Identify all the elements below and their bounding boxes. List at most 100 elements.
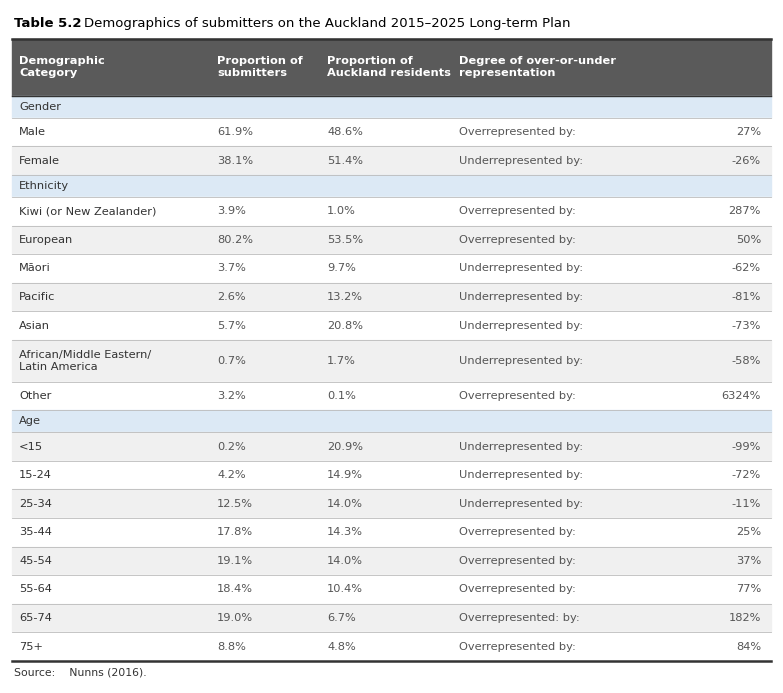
- Text: -26%: -26%: [732, 156, 761, 166]
- Text: 1.0%: 1.0%: [327, 207, 356, 216]
- Bar: [12, 382, 771, 410]
- Text: Proportion of
submitters: Proportion of submitters: [217, 56, 303, 78]
- Text: European: European: [19, 235, 74, 245]
- Text: -58%: -58%: [731, 356, 761, 366]
- Text: 53.5%: 53.5%: [327, 235, 363, 245]
- Text: 51.4%: 51.4%: [327, 156, 363, 166]
- Text: Asian: Asian: [19, 321, 50, 331]
- Bar: [12, 632, 771, 661]
- Text: Source:    Nunns (2016).: Source: Nunns (2016).: [14, 668, 146, 678]
- Text: -11%: -11%: [731, 499, 761, 509]
- Bar: [12, 39, 771, 96]
- Text: Overrepresented by:: Overrepresented by:: [459, 235, 576, 245]
- Text: 55-64: 55-64: [19, 584, 52, 595]
- Text: 4.2%: 4.2%: [217, 470, 246, 480]
- Bar: [12, 197, 771, 226]
- Text: -72%: -72%: [732, 470, 761, 480]
- Bar: [12, 283, 771, 311]
- Text: 12.5%: 12.5%: [217, 499, 253, 509]
- Text: 6324%: 6324%: [722, 391, 761, 401]
- Text: Ethnicity: Ethnicity: [19, 181, 69, 191]
- Text: Demographics of submitters on the Auckland 2015–2025 Long-term Plan: Demographics of submitters on the Auckla…: [84, 17, 571, 30]
- Bar: [12, 575, 771, 604]
- Text: 3.9%: 3.9%: [217, 207, 246, 216]
- Bar: [12, 226, 771, 254]
- Text: -81%: -81%: [731, 292, 761, 302]
- Text: 25%: 25%: [736, 527, 761, 537]
- Text: 45-54: 45-54: [19, 556, 52, 565]
- Bar: [12, 547, 771, 575]
- Bar: [12, 96, 771, 118]
- Text: -99%: -99%: [731, 441, 761, 452]
- Text: 25-34: 25-34: [19, 499, 52, 509]
- Text: Underrepresented by:: Underrepresented by:: [459, 499, 583, 509]
- Text: Underrepresented by:: Underrepresented by:: [459, 441, 583, 452]
- Text: 9.7%: 9.7%: [327, 263, 356, 274]
- Text: 0.2%: 0.2%: [217, 441, 246, 452]
- Text: 14.3%: 14.3%: [327, 527, 363, 537]
- Text: 10.4%: 10.4%: [327, 584, 363, 595]
- Bar: [12, 254, 771, 283]
- Text: 75+: 75+: [19, 642, 43, 651]
- Text: 61.9%: 61.9%: [217, 128, 253, 137]
- Text: 6.7%: 6.7%: [327, 613, 355, 623]
- Text: 14.9%: 14.9%: [327, 470, 363, 480]
- Text: 37%: 37%: [736, 556, 761, 565]
- Text: 65-74: 65-74: [19, 613, 52, 623]
- Text: 182%: 182%: [729, 613, 761, 623]
- Text: Underrepresented by:: Underrepresented by:: [459, 470, 583, 480]
- Text: 18.4%: 18.4%: [217, 584, 253, 595]
- Text: Demographic
Category: Demographic Category: [19, 56, 105, 78]
- Text: 8.8%: 8.8%: [217, 642, 246, 651]
- Text: Underrepresented by:: Underrepresented by:: [459, 292, 583, 302]
- Text: -62%: -62%: [732, 263, 761, 274]
- Text: Male: Male: [19, 128, 46, 137]
- Text: 48.6%: 48.6%: [327, 128, 363, 137]
- Text: 14.0%: 14.0%: [327, 556, 363, 565]
- Text: Underrepresented by:: Underrepresented by:: [459, 263, 583, 274]
- Text: <15: <15: [19, 441, 43, 452]
- Text: Female: Female: [19, 156, 60, 166]
- Text: 287%: 287%: [729, 207, 761, 216]
- Text: Other: Other: [19, 391, 52, 401]
- Text: 13.2%: 13.2%: [327, 292, 363, 302]
- Text: 0.7%: 0.7%: [217, 356, 246, 366]
- Text: Overrepresented by:: Overrepresented by:: [459, 642, 576, 651]
- Text: Overrepresented by:: Overrepresented by:: [459, 128, 576, 137]
- Bar: [12, 461, 771, 489]
- Text: Underrepresented by:: Underrepresented by:: [459, 356, 583, 366]
- Text: Gender: Gender: [19, 102, 61, 112]
- Text: Underrepresented by:: Underrepresented by:: [459, 156, 583, 166]
- Text: Overrepresented by:: Overrepresented by:: [459, 556, 576, 565]
- Text: Overrepresented by:: Overrepresented by:: [459, 391, 576, 401]
- Text: Overrepresented by:: Overrepresented by:: [459, 207, 576, 216]
- Text: 80.2%: 80.2%: [217, 235, 253, 245]
- Bar: [12, 410, 771, 432]
- Text: Proportion of
Auckland residents: Proportion of Auckland residents: [327, 56, 451, 78]
- Text: 50%: 50%: [736, 235, 761, 245]
- Bar: [12, 311, 771, 340]
- Text: 38.1%: 38.1%: [217, 156, 253, 166]
- Text: Degree of over-or-under
representation: Degree of over-or-under representation: [459, 56, 616, 78]
- Bar: [12, 340, 771, 382]
- Text: 3.2%: 3.2%: [217, 391, 246, 401]
- Text: -73%: -73%: [731, 321, 761, 331]
- Text: 0.1%: 0.1%: [327, 391, 356, 401]
- Text: 84%: 84%: [736, 642, 761, 651]
- Text: 17.8%: 17.8%: [217, 527, 253, 537]
- Bar: [12, 604, 771, 632]
- Bar: [12, 518, 771, 547]
- Text: 19.1%: 19.1%: [217, 556, 253, 565]
- Text: Kiwi (or New Zealander): Kiwi (or New Zealander): [19, 207, 157, 216]
- Text: 4.8%: 4.8%: [327, 642, 355, 651]
- Text: Table 5.2: Table 5.2: [14, 17, 81, 30]
- Text: Māori: Māori: [19, 263, 51, 274]
- Bar: [12, 118, 771, 146]
- Text: 77%: 77%: [736, 584, 761, 595]
- Text: Pacific: Pacific: [19, 292, 56, 302]
- Text: 14.0%: 14.0%: [327, 499, 363, 509]
- Text: 15-24: 15-24: [19, 470, 52, 480]
- Bar: [12, 489, 771, 518]
- Text: 20.8%: 20.8%: [327, 321, 363, 331]
- Text: 27%: 27%: [736, 128, 761, 137]
